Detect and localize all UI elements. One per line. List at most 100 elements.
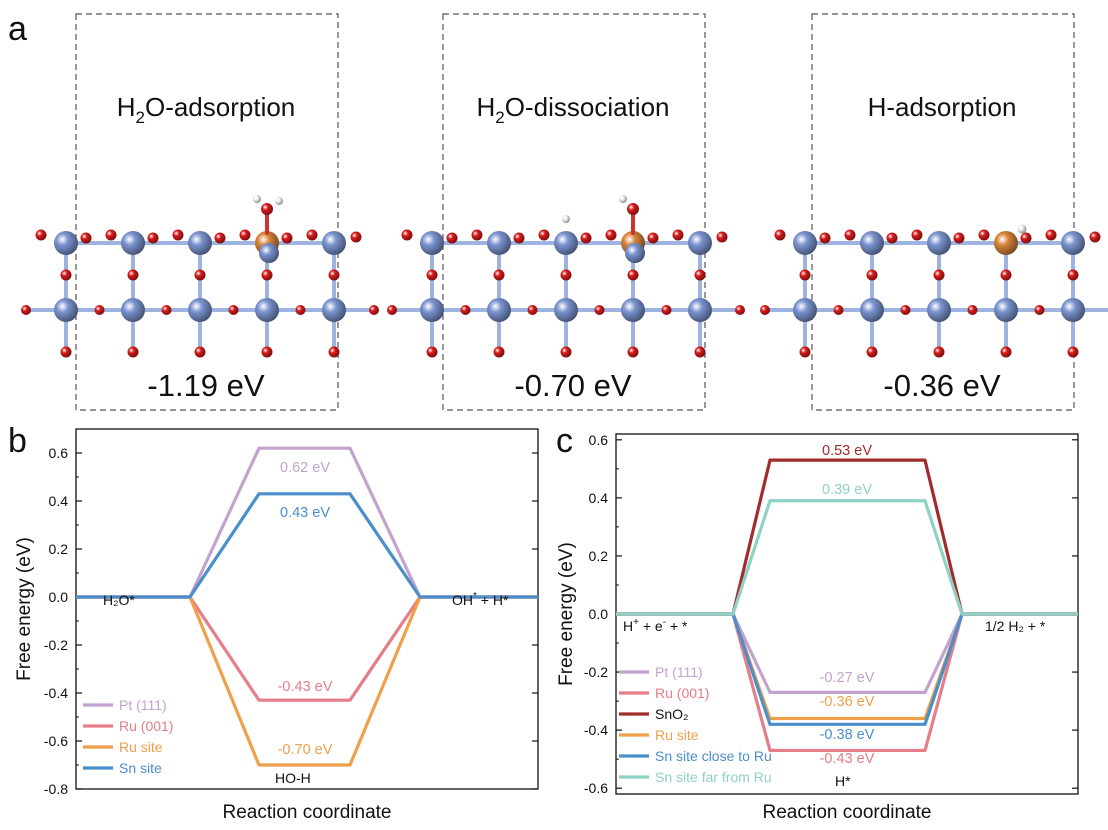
atom — [188, 231, 212, 255]
atom — [194, 346, 206, 358]
atom — [255, 298, 279, 322]
atom — [275, 197, 283, 205]
atom — [80, 232, 92, 244]
atom — [60, 346, 72, 358]
legend-label: SnO₂ — [655, 706, 688, 722]
data-label: 0.62 eV — [280, 460, 330, 476]
panel-b: b 0.6 0.4 0.2 0.0 -0.2 -0.4 -0.6 -0.8 0.62 eV -0… — [8, 422, 539, 823]
atom — [672, 229, 684, 241]
data-label: 0.43 eV — [280, 505, 330, 521]
atom — [487, 231, 511, 255]
atom — [1045, 229, 1057, 241]
atom — [886, 232, 898, 244]
data-label: 0.53 eV — [822, 443, 872, 459]
atom — [446, 232, 458, 244]
panel-b-letter: b — [8, 422, 27, 460]
atom — [328, 269, 340, 281]
atom — [460, 305, 471, 315]
panel-b-state-final: OH* + H* — [452, 591, 509, 608]
panel-b-x-axis-title: Reaction coordinate — [223, 802, 392, 823]
legend-label: Ru site — [119, 739, 163, 755]
panel-a-letter: a — [8, 10, 27, 48]
atom — [322, 298, 346, 322]
atom — [281, 232, 293, 244]
atom — [493, 346, 505, 358]
atom — [401, 229, 413, 241]
atom — [953, 232, 965, 244]
legend-label: Pt (111) — [119, 697, 167, 713]
atom — [261, 203, 273, 215]
structure-frame-1 — [75, 13, 339, 411]
atom — [799, 269, 811, 281]
atom — [161, 305, 172, 315]
atom — [328, 346, 340, 358]
atom — [661, 305, 672, 315]
legend-label: Sn site close to Ru — [655, 748, 772, 764]
atom — [793, 298, 817, 322]
y-tick-label: 0.6 — [49, 445, 69, 461]
atom — [1017, 224, 1027, 234]
atom — [627, 346, 639, 358]
structure-frame-2 — [442, 13, 706, 411]
atom — [35, 229, 47, 241]
atom — [527, 305, 538, 315]
legend-label: Ru (001) — [119, 718, 173, 734]
atom — [1061, 231, 1085, 255]
y-tick-label: 0.0 — [49, 589, 69, 605]
panel-c-legend: Pt (111) Ru (001) SnO₂ Ru site Sn site close… — [619, 664, 772, 785]
atom — [487, 298, 511, 322]
panel-c-y-axis: 0.6 0.4 0.2 0.0 -0.2 -0.4 -0.6 — [584, 432, 1078, 796]
atom — [1067, 269, 1079, 281]
atom — [560, 346, 572, 358]
atom — [387, 305, 397, 315]
atom — [900, 305, 911, 315]
atom — [194, 269, 206, 281]
structure-energy-2: -0.70 eV — [514, 368, 632, 403]
atom — [735, 305, 745, 315]
structure-frame-3 — [811, 13, 1075, 411]
structure-title-1: H2O-adsorption — [117, 92, 296, 127]
atom — [694, 269, 706, 281]
panel-b-value-labels: 0.62 eV -0.43 eV -0.70 eV 0.43 eV — [278, 460, 333, 758]
atom — [799, 346, 811, 358]
atom — [621, 298, 645, 322]
legend-label: Pt (111) — [655, 664, 703, 680]
atom — [688, 298, 712, 322]
atom — [627, 203, 639, 215]
atom — [513, 232, 525, 244]
atom — [21, 305, 31, 315]
panel-c-value-labels: -0.27 eV -0.43 eV 0.53 eV -0.36 eV -0.38 eV 0… — [820, 443, 875, 767]
legend-label: Sn site far from Ru — [655, 769, 772, 785]
atom — [1067, 346, 1079, 358]
atom — [1000, 346, 1012, 358]
panel-b-state-transition: HO-H — [275, 770, 311, 786]
atom — [647, 232, 659, 244]
atom — [105, 229, 117, 241]
y-tick-label: 0.4 — [589, 490, 609, 506]
panel-c-state-final: 1/2 H₂ + * — [985, 618, 1046, 634]
atom — [253, 195, 261, 203]
atom — [426, 346, 438, 358]
panel-c-y-axis-title: Free energy (eV) — [556, 542, 577, 686]
y-tick-label: -0.6 — [584, 780, 608, 796]
panel-b-plot-frame — [75, 428, 539, 790]
atom — [627, 269, 639, 281]
legend-label: Ru (001) — [655, 685, 709, 701]
atom — [54, 298, 78, 322]
atom — [1020, 232, 1032, 244]
atom — [1061, 298, 1085, 322]
atom — [127, 346, 139, 358]
slab-structure-h-adsorption — [760, 224, 1108, 358]
atom — [927, 298, 951, 322]
panel-c-x-axis-title: Reaction coordinate — [763, 802, 932, 823]
atom — [819, 232, 831, 244]
atom — [562, 215, 570, 223]
atom — [1089, 231, 1101, 243]
atom — [261, 346, 273, 358]
y-tick-label: 0.0 — [589, 606, 609, 622]
y-tick-label: 0.2 — [49, 541, 69, 557]
data-label: -0.36 eV — [820, 694, 875, 710]
atom — [322, 231, 346, 255]
panel-b-y-axis: 0.6 0.4 0.2 0.0 -0.2 -0.4 -0.6 -0.8 — [44, 445, 538, 797]
